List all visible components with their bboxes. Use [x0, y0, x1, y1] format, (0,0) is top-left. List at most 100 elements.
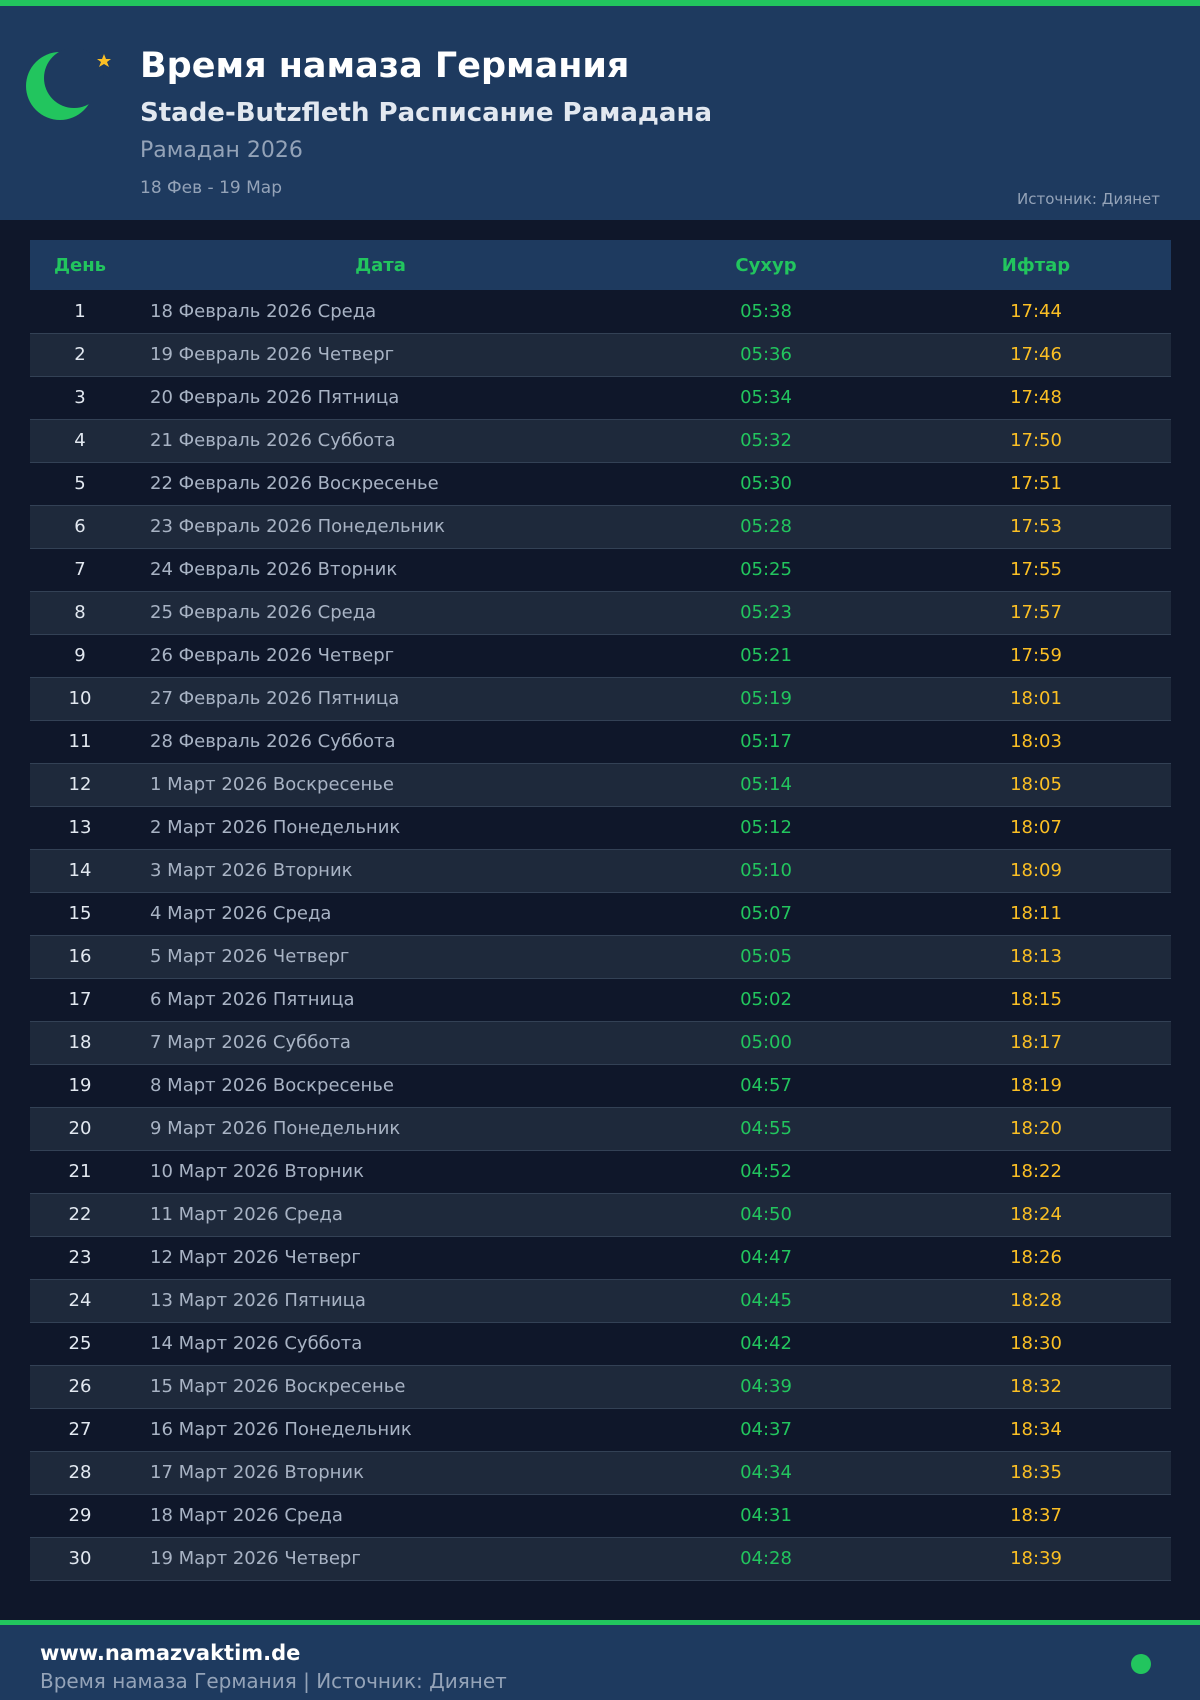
day-cell: 16	[30, 935, 130, 979]
table-row: 4 21 Февраль 2026 Суббота 05:32 17:50	[30, 419, 1171, 463]
iftar-cell: 17:59	[901, 634, 1171, 678]
date-cell: 13 Март 2026 Пятница	[130, 1279, 631, 1323]
footer-text: Время намаза Германия | Источник: Диянет	[40, 1669, 507, 1693]
table-row: 21 10 Март 2026 Вторник 04:52 18:22	[30, 1150, 1171, 1194]
iftar-cell: 18:05	[901, 763, 1171, 807]
date-cell: 5 Март 2026 Четверг	[130, 935, 631, 979]
suhur-cell: 05:21	[631, 634, 901, 678]
iftar-cell: 18:30	[901, 1322, 1171, 1366]
iftar-cell: 18:20	[901, 1107, 1171, 1151]
date-cell: 15 Март 2026 Воскресенье	[130, 1365, 631, 1409]
date-cell: 14 Март 2026 Суббота	[130, 1322, 631, 1366]
table-row: 22 11 Март 2026 Среда 04:50 18:24	[30, 1193, 1171, 1237]
suhur-cell: 05:14	[631, 763, 901, 807]
iftar-cell: 18:09	[901, 849, 1171, 893]
suhur-cell: 05:30	[631, 462, 901, 506]
day-cell: 9	[30, 634, 130, 678]
day-cell: 21	[30, 1150, 130, 1194]
ramadan-year: Рамадан 2026	[140, 138, 303, 163]
suhur-cell: 04:42	[631, 1322, 901, 1366]
date-cell: 28 Февраль 2026 Суббота	[130, 720, 631, 764]
date-cell: 10 Март 2026 Вторник	[130, 1150, 631, 1194]
day-cell: 23	[30, 1236, 130, 1280]
iftar-cell: 18:19	[901, 1064, 1171, 1108]
footer-site-link[interactable]: www.namazvaktim.de	[40, 1641, 301, 1665]
suhur-cell: 05:12	[631, 806, 901, 850]
iftar-cell: 17:44	[901, 290, 1171, 334]
table-row: 1 18 Февраль 2026 Среда 05:38 17:44	[30, 290, 1171, 334]
date-cell: 12 Март 2026 Четверг	[130, 1236, 631, 1280]
table-row: 14 3 Март 2026 Вторник 05:10 18:09	[30, 849, 1171, 893]
crescent-star-icon	[26, 48, 111, 120]
date-cell: 24 Февраль 2026 Вторник	[130, 548, 631, 592]
suhur-cell: 05:38	[631, 290, 901, 334]
iftar-cell: 18:37	[901, 1494, 1171, 1538]
iftar-cell: 18:01	[901, 677, 1171, 721]
table-row: 11 28 Февраль 2026 Суббота 05:17 18:03	[30, 720, 1171, 764]
day-cell: 8	[30, 591, 130, 635]
date-cell: 27 Февраль 2026 Пятница	[130, 677, 631, 721]
table-row: 28 17 Март 2026 Вторник 04:34 18:35	[30, 1451, 1171, 1495]
day-cell: 30	[30, 1537, 130, 1581]
iftar-cell: 17:53	[901, 505, 1171, 549]
day-cell: 22	[30, 1193, 130, 1237]
table-row: 20 9 Март 2026 Понедельник 04:55 18:20	[30, 1107, 1171, 1151]
suhur-cell: 05:07	[631, 892, 901, 936]
date-cell: 8 Март 2026 Воскресенье	[130, 1064, 631, 1108]
table-row: 5 22 Февраль 2026 Воскресенье 05:30 17:51	[30, 462, 1171, 506]
header-suhur: Сухур	[631, 240, 901, 290]
day-cell: 5	[30, 462, 130, 506]
date-cell: 19 Февраль 2026 Четверг	[130, 333, 631, 377]
date-cell: 2 Март 2026 Понедельник	[130, 806, 631, 850]
iftar-cell: 18:32	[901, 1365, 1171, 1409]
iftar-cell: 18:17	[901, 1021, 1171, 1065]
header-date: Дата	[130, 240, 631, 290]
iftar-cell: 18:28	[901, 1279, 1171, 1323]
iftar-cell: 18:22	[901, 1150, 1171, 1194]
suhur-cell: 05:32	[631, 419, 901, 463]
table-row: 30 19 Март 2026 Четверг 04:28 18:39	[30, 1537, 1171, 1581]
table-row: 29 18 Март 2026 Среда 04:31 18:37	[30, 1494, 1171, 1538]
date-cell: 23 Февраль 2026 Понедельник	[130, 505, 631, 549]
day-cell: 19	[30, 1064, 130, 1108]
suhur-cell: 05:36	[631, 333, 901, 377]
suhur-cell: 05:34	[631, 376, 901, 420]
table-row: 2 19 Февраль 2026 Четверг 05:36 17:46	[30, 333, 1171, 377]
day-cell: 28	[30, 1451, 130, 1495]
table-row: 18 7 Март 2026 Суббота 05:00 18:17	[30, 1021, 1171, 1065]
iftar-cell: 18:15	[901, 978, 1171, 1022]
suhur-cell: 05:10	[631, 849, 901, 893]
day-cell: 4	[30, 419, 130, 463]
date-cell: 4 Март 2026 Среда	[130, 892, 631, 936]
iftar-cell: 18:11	[901, 892, 1171, 936]
iftar-cell: 17:55	[901, 548, 1171, 592]
day-cell: 11	[30, 720, 130, 764]
date-cell: 1 Март 2026 Воскресенье	[130, 763, 631, 807]
source-label: Источник: Диянет	[1017, 190, 1160, 208]
page-title: Время намаза Германия	[140, 46, 630, 86]
day-cell: 27	[30, 1408, 130, 1452]
table-row: 13 2 Март 2026 Понедельник 05:12 18:07	[30, 806, 1171, 850]
table-row: 16 5 Март 2026 Четверг 05:05 18:13	[30, 935, 1171, 979]
iftar-cell: 18:26	[901, 1236, 1171, 1280]
date-cell: 25 Февраль 2026 Среда	[130, 591, 631, 635]
table-row: 27 16 Март 2026 Понедельник 04:37 18:34	[30, 1408, 1171, 1452]
date-cell: 22 Февраль 2026 Воскресенье	[130, 462, 631, 506]
iftar-cell: 17:46	[901, 333, 1171, 377]
suhur-cell: 04:34	[631, 1451, 901, 1495]
table-row: 8 25 Февраль 2026 Среда 05:23 17:57	[30, 591, 1171, 635]
date-cell: 21 Февраль 2026 Суббота	[130, 419, 631, 463]
table-row: 17 6 Март 2026 Пятница 05:02 18:15	[30, 978, 1171, 1022]
schedule-table: День Дата Сухур Ифтар 1 18 Февраль 2026 С…	[30, 240, 1171, 1581]
top-accent-bar	[0, 0, 1200, 6]
suhur-cell: 04:45	[631, 1279, 901, 1323]
suhur-cell: 04:39	[631, 1365, 901, 1409]
date-cell: 9 Март 2026 Понедельник	[130, 1107, 631, 1151]
date-cell: 16 Март 2026 Понедельник	[130, 1408, 631, 1452]
day-cell: 13	[30, 806, 130, 850]
date-cell: 26 Февраль 2026 Четверг	[130, 634, 631, 678]
iftar-cell: 17:57	[901, 591, 1171, 635]
suhur-cell: 04:31	[631, 1494, 901, 1538]
header-iftar: Ифтар	[901, 240, 1171, 290]
suhur-cell: 04:28	[631, 1537, 901, 1581]
